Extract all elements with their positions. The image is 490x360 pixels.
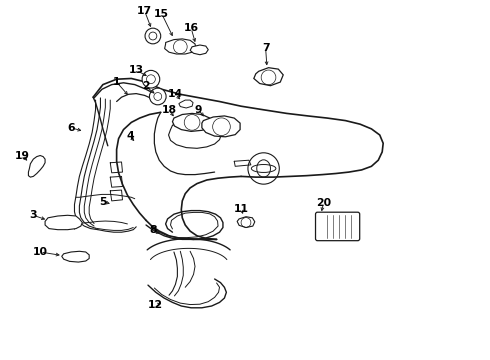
Text: 11: 11	[234, 204, 248, 214]
Text: 10: 10	[33, 247, 48, 257]
Text: 1: 1	[113, 77, 121, 87]
Polygon shape	[179, 100, 193, 108]
Polygon shape	[165, 39, 196, 54]
Polygon shape	[28, 156, 45, 177]
Polygon shape	[45, 215, 82, 230]
Circle shape	[142, 71, 160, 88]
Circle shape	[145, 28, 161, 44]
Polygon shape	[237, 217, 255, 228]
Text: 13: 13	[129, 65, 144, 75]
Text: 9: 9	[195, 105, 202, 115]
Text: 7: 7	[262, 42, 270, 53]
Text: 19: 19	[15, 150, 29, 161]
Text: 14: 14	[168, 89, 183, 99]
Text: 12: 12	[148, 300, 163, 310]
Text: 4: 4	[126, 131, 134, 141]
Text: 18: 18	[162, 105, 176, 115]
FancyBboxPatch shape	[316, 212, 360, 241]
Polygon shape	[172, 113, 212, 131]
Text: 17: 17	[137, 6, 152, 16]
Circle shape	[149, 88, 166, 105]
Text: 8: 8	[149, 225, 157, 235]
Polygon shape	[202, 116, 240, 137]
Text: 20: 20	[316, 198, 331, 208]
Polygon shape	[190, 45, 208, 55]
Polygon shape	[254, 68, 283, 86]
Text: 2: 2	[142, 81, 150, 91]
Polygon shape	[62, 251, 89, 262]
Text: 6: 6	[67, 123, 75, 133]
Text: 3: 3	[29, 210, 37, 220]
Text: 16: 16	[184, 23, 198, 33]
Text: 15: 15	[154, 9, 169, 19]
Text: 5: 5	[99, 197, 107, 207]
